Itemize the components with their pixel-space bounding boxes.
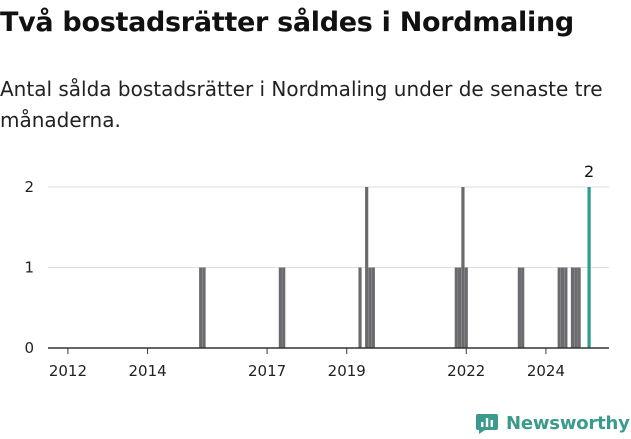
y-tick-label: 1: [24, 259, 34, 277]
bar: [464, 267, 468, 348]
x-tick-label: 2024: [527, 362, 565, 380]
bar: [577, 267, 581, 348]
bar: [587, 187, 591, 348]
newsworthy-logo-icon: [476, 414, 498, 434]
brand-logo[interactable]: Newsworthy: [475, 408, 630, 438]
x-tick-label: 2019: [328, 362, 366, 380]
bar: [517, 267, 521, 348]
bar: [454, 267, 458, 348]
bar: [368, 267, 372, 348]
bar: [458, 267, 462, 348]
bar: [365, 187, 369, 348]
data-label: 2: [584, 162, 594, 181]
x-tick-label: 2022: [447, 362, 485, 380]
x-tick-label: 2014: [128, 362, 166, 380]
y-tick-label: 2: [24, 178, 34, 196]
bar: [564, 267, 568, 348]
bar: [560, 267, 565, 348]
y-tick-label: 0: [24, 339, 34, 357]
chart-title: Två bostadsrätter såldes i Nordmaling: [0, 7, 574, 38]
chart-subtitle: Antal sålda bostadsrätter i Nordmaling u…: [0, 77, 603, 132]
bar: [202, 267, 206, 348]
bar: [371, 267, 375, 348]
bar: [199, 267, 203, 348]
bar: [358, 267, 362, 348]
x-tick-label: 2017: [248, 362, 286, 380]
x-tick-label: 2012: [49, 362, 87, 380]
bar: [461, 187, 465, 348]
bar: [278, 267, 282, 348]
bar-chart: 0 1 2 2012 2014 2017 2019 2022 2024 2: [24, 162, 609, 380]
bar: [521, 267, 525, 348]
bar: [574, 267, 578, 348]
bar: [557, 267, 561, 348]
bar: [570, 267, 575, 348]
brand-name: Newsworthy: [506, 412, 630, 434]
bar: [282, 267, 286, 348]
